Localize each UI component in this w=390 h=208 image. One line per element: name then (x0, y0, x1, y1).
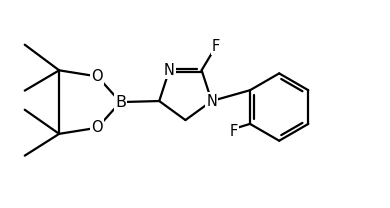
Text: N: N (164, 63, 175, 78)
Text: B: B (115, 95, 126, 110)
Text: F: F (229, 124, 238, 139)
Text: O: O (92, 120, 103, 135)
Text: F: F (212, 39, 220, 54)
Text: O: O (92, 69, 103, 84)
Text: N: N (206, 94, 217, 109)
